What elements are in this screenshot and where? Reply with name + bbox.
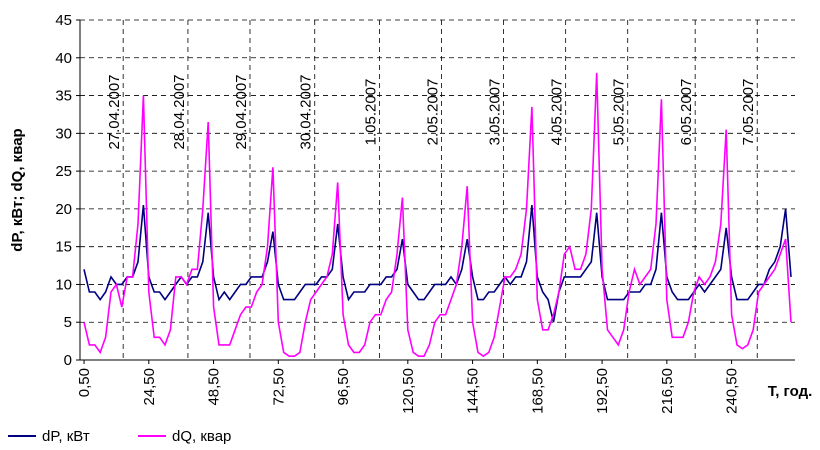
x-tick-label: 240,50: [724, 368, 741, 414]
x-tick-label: 0,50: [76, 368, 93, 397]
x-tick-label: 168,50: [529, 368, 546, 414]
date-label: 6.05.2007: [678, 79, 695, 146]
y-tick-label: 45: [55, 12, 72, 29]
x-tick-label: 72,50: [270, 368, 287, 406]
x-tick-label: 120,50: [400, 368, 417, 414]
x-tick-label: 48,50: [206, 368, 223, 406]
y-tick-label: 40: [55, 50, 72, 67]
y-tick-label: 15: [55, 239, 72, 256]
x-tick-label: 192,50: [594, 368, 611, 414]
date-label: 27.04.2007: [106, 74, 123, 149]
y-tick-label: 0: [64, 352, 72, 369]
date-label: 28.04.2007: [171, 74, 188, 149]
date-label: 30.04.2007: [298, 74, 315, 149]
y-tick-label: 30: [55, 125, 72, 142]
date-label: 2.05.2007: [425, 79, 442, 146]
series-line: [83, 72, 792, 358]
date-label: 29.04.2007: [233, 74, 250, 149]
x-tick-label: 216,50: [659, 368, 676, 414]
series-line: [83, 205, 792, 323]
legend-label: dQ, квар: [172, 428, 231, 445]
x-axis-label: T, год.: [768, 383, 813, 400]
y-tick-label: 25: [55, 163, 72, 180]
date-label: 5.05.2007: [611, 79, 628, 146]
date-label: 1.05.2007: [362, 79, 379, 146]
date-label: 3.05.2007: [487, 79, 504, 146]
y-axis-label: dP, кВт; dQ, квар: [9, 128, 26, 251]
y-tick-label: 20: [55, 201, 72, 218]
date-label: 4.05.2007: [549, 79, 566, 146]
x-tick-label: 144,50: [465, 368, 482, 414]
x-tick-label: 96,50: [335, 368, 352, 406]
y-tick-label: 10: [55, 276, 72, 293]
legend-label: dP, кВт: [42, 428, 90, 445]
y-tick-label: 35: [55, 88, 72, 105]
x-tick-label: 24,50: [141, 368, 158, 406]
date-label: 7.05.2007: [740, 79, 757, 146]
y-tick-label: 5: [64, 314, 72, 331]
